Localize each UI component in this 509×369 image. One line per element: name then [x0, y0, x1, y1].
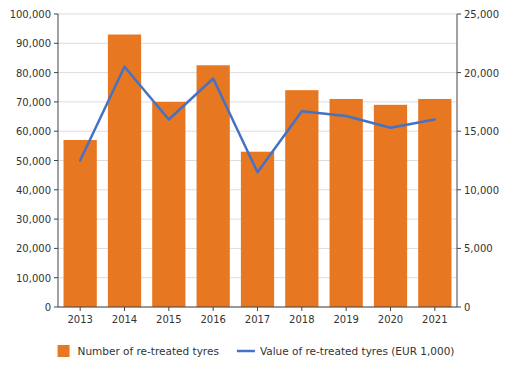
plot-area — [64, 35, 452, 307]
y-tick-label: 0 — [45, 302, 51, 313]
legend-item: Number of re-treated tyres — [58, 345, 219, 357]
legend-swatch — [58, 345, 70, 357]
y2-tick-label: 15,000 — [464, 126, 499, 137]
y-tick-label: 50,000 — [16, 156, 51, 167]
y-tick-label: 90,000 — [16, 38, 51, 49]
y2-tick-label: 20,000 — [464, 68, 499, 79]
x-tick-label: 2017 — [245, 314, 270, 325]
bar — [108, 35, 141, 307]
x-tick-label: 2015 — [156, 314, 181, 325]
line — [80, 67, 435, 172]
y-tick-label: 80,000 — [16, 68, 51, 79]
bar — [152, 102, 185, 307]
x-tick — [434, 307, 435, 311]
y-tick-label: 40,000 — [16, 185, 51, 196]
x-tick-label: 2013 — [67, 314, 92, 325]
x-tick — [301, 307, 302, 311]
y2-tick — [457, 248, 461, 249]
x-tick-label: 2020 — [378, 314, 403, 325]
bar — [64, 140, 97, 307]
x-tick-label: 2021 — [422, 314, 447, 325]
x-tick — [168, 307, 169, 311]
y2-tick-label: 0 — [464, 302, 470, 313]
bar — [418, 99, 451, 307]
x-tick-label: 2016 — [200, 314, 225, 325]
x-tick-label: 2014 — [112, 314, 137, 325]
y-tick — [54, 307, 58, 308]
x-tick — [213, 307, 214, 311]
y-tick — [54, 72, 58, 73]
y-tick — [54, 101, 58, 102]
bar — [285, 90, 318, 307]
y-tick-label: 30,000 — [16, 214, 51, 225]
y-tick — [54, 277, 58, 278]
grid — [58, 14, 457, 307]
y2-tick-label: 25,000 — [464, 9, 499, 20]
y2-tick-label: 10,000 — [464, 185, 499, 196]
x-tick-label: 2019 — [333, 314, 358, 325]
y2-tick-label: 5,000 — [464, 243, 493, 254]
page: {"chart_data": { "type": "bar", "categor… — [0, 0, 509, 369]
x-tick — [390, 307, 391, 311]
legend-item: Value of re-treated tyres (EUR 1,000) — [237, 345, 455, 357]
x-tick-label: 2018 — [289, 314, 314, 325]
y-tick — [54, 14, 58, 15]
bar — [330, 99, 363, 307]
y2-axis-line — [457, 14, 458, 307]
y-tick-label: 20,000 — [16, 243, 51, 254]
y-tick-label: 100,000 — [10, 9, 51, 20]
y2-tick — [457, 14, 461, 15]
y-tick — [54, 160, 58, 161]
y-tick — [54, 189, 58, 190]
bar — [374, 105, 407, 307]
y-tick — [54, 219, 58, 220]
chart: 0 10,000 20,000 30,000 40,000 50,000 60,000 70,… — [0, 0, 509, 369]
grid-line — [58, 14, 457, 15]
bar — [241, 152, 274, 307]
y-tick — [54, 43, 58, 44]
axes: 0 10,000 20,000 30,000 40,000 50,000 60,000 70,… — [10, 9, 499, 325]
y-tick — [54, 131, 58, 132]
y2-tick — [457, 189, 461, 190]
x-tick — [124, 307, 125, 311]
y2-tick — [457, 131, 461, 132]
legend: Number of re-treated tyres Value of re-tr… — [58, 345, 455, 357]
x-tick — [80, 307, 81, 311]
y2-tick — [457, 307, 461, 308]
bar-series — [64, 35, 452, 307]
y2-tick — [457, 72, 461, 73]
y-tick-label: 70,000 — [16, 97, 51, 108]
legend-label: Value of re-treated tyres (EUR 1,000) — [260, 345, 455, 357]
x-tick — [346, 307, 347, 311]
legend-label: Number of re-treated tyres — [78, 345, 219, 357]
legend-swatch — [237, 350, 255, 353]
y-tick-label: 60,000 — [16, 126, 51, 137]
x-tick — [257, 307, 258, 311]
y-tick-label: 10,000 — [16, 273, 51, 284]
y-tick — [54, 248, 58, 249]
